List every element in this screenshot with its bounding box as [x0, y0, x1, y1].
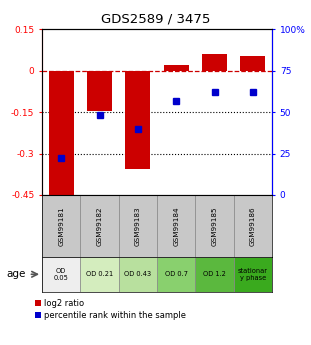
Bar — [80, 257, 119, 292]
Bar — [195, 195, 234, 257]
Bar — [234, 257, 272, 292]
Text: OD 0.7: OD 0.7 — [165, 271, 188, 277]
Bar — [157, 195, 195, 257]
Text: GDS2589 / 3475: GDS2589 / 3475 — [101, 12, 210, 25]
Text: age: age — [6, 269, 26, 279]
Bar — [234, 195, 272, 257]
Text: GSM99181: GSM99181 — [58, 206, 64, 246]
Text: OD 1.2: OD 1.2 — [203, 271, 226, 277]
Bar — [240, 56, 265, 71]
Bar — [125, 71, 150, 169]
Text: OD 0.43: OD 0.43 — [124, 271, 151, 277]
Text: GSM99182: GSM99182 — [96, 206, 103, 246]
Bar — [157, 257, 195, 292]
Bar — [80, 195, 119, 257]
Text: stationar
y phase: stationar y phase — [238, 268, 268, 281]
Text: GSM99186: GSM99186 — [250, 206, 256, 246]
Legend: log2 ratio, percentile rank within the sample: log2 ratio, percentile rank within the s… — [35, 299, 186, 319]
Text: GSM99185: GSM99185 — [211, 206, 218, 246]
Text: OD
0.05: OD 0.05 — [54, 268, 69, 281]
Bar — [49, 71, 74, 200]
Bar — [42, 257, 80, 292]
Bar — [87, 71, 112, 111]
Bar — [119, 257, 157, 292]
Bar — [119, 195, 157, 257]
Text: GSM99183: GSM99183 — [135, 206, 141, 246]
Text: OD 0.21: OD 0.21 — [86, 271, 113, 277]
Bar — [42, 195, 80, 257]
Bar — [164, 65, 189, 71]
Text: GSM99184: GSM99184 — [173, 206, 179, 246]
Bar — [195, 257, 234, 292]
Bar — [202, 54, 227, 71]
